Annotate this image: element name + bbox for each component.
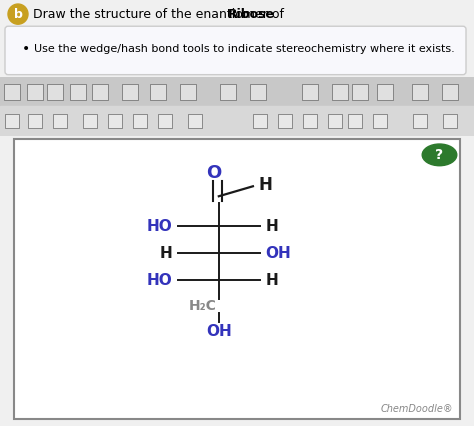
- Bar: [27, 83, 43, 100]
- Bar: [133, 115, 147, 128]
- Bar: [0, 77, 474, 106]
- Bar: [47, 83, 63, 100]
- Text: Draw the structure of the enantiomer of: Draw the structure of the enantiomer of: [33, 8, 288, 20]
- Text: •: •: [22, 43, 30, 56]
- Bar: [83, 115, 97, 128]
- Bar: [5, 115, 19, 128]
- Bar: [278, 115, 292, 128]
- Circle shape: [8, 4, 28, 24]
- Bar: [412, 83, 428, 100]
- Bar: [348, 115, 362, 128]
- Text: Use the wedge/hash bond tools to indicate stereochemistry where it exists.: Use the wedge/hash bond tools to indicat…: [34, 44, 455, 55]
- Circle shape: [422, 144, 457, 166]
- Bar: [253, 115, 267, 128]
- Bar: [180, 83, 196, 100]
- Bar: [302, 83, 318, 100]
- Text: H: H: [265, 273, 278, 288]
- Bar: [220, 83, 236, 100]
- Bar: [373, 115, 387, 128]
- Text: ?: ?: [436, 148, 444, 162]
- Bar: [332, 83, 348, 100]
- Text: H: H: [160, 246, 173, 261]
- Bar: [28, 115, 42, 128]
- Bar: [150, 83, 166, 100]
- Text: H₂C: H₂C: [189, 299, 217, 313]
- Bar: [4, 83, 20, 100]
- Bar: [442, 83, 458, 100]
- Bar: [158, 115, 172, 128]
- Bar: [250, 83, 266, 100]
- Bar: [92, 83, 108, 100]
- Text: HO: HO: [146, 219, 173, 234]
- Bar: [328, 115, 342, 128]
- Bar: [413, 115, 427, 128]
- Bar: [443, 115, 457, 128]
- Bar: [0, 106, 474, 136]
- Text: b: b: [14, 8, 22, 20]
- Bar: [53, 115, 67, 128]
- Text: OH: OH: [206, 324, 232, 340]
- Text: ChemDoodle®: ChemDoodle®: [381, 404, 453, 414]
- Text: H: H: [258, 176, 272, 194]
- Bar: [122, 83, 138, 100]
- Text: .: .: [274, 8, 278, 20]
- Bar: [352, 83, 368, 100]
- Text: OH: OH: [265, 246, 291, 261]
- FancyBboxPatch shape: [5, 26, 466, 75]
- Bar: [108, 115, 122, 128]
- Bar: [188, 115, 202, 128]
- Text: HO: HO: [146, 273, 173, 288]
- Text: O: O: [207, 164, 222, 182]
- Bar: [303, 115, 317, 128]
- Text: Ribose: Ribose: [228, 8, 275, 20]
- Bar: [70, 83, 86, 100]
- Text: H: H: [265, 219, 278, 234]
- Bar: [377, 83, 393, 100]
